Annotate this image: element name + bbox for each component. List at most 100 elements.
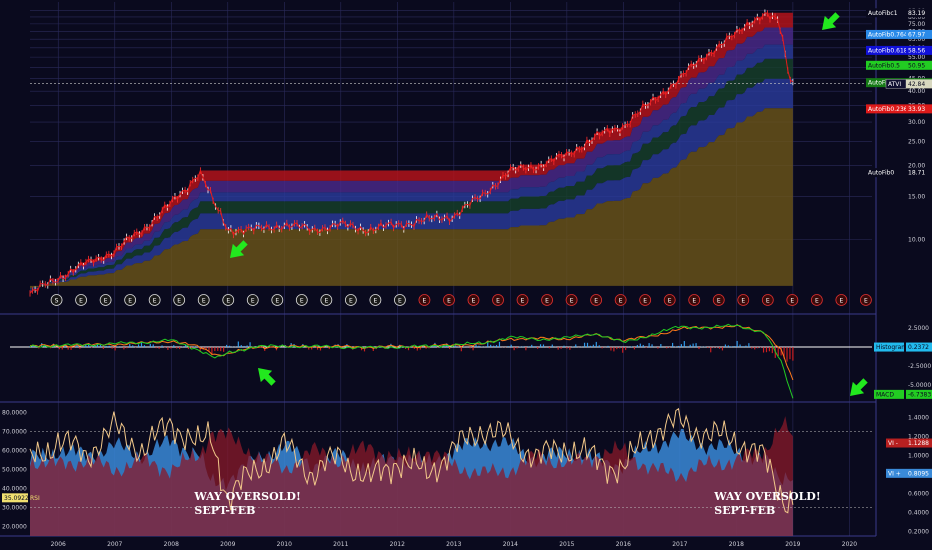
macd-line (29, 323, 794, 399)
rsi-tick-label: 70.0000 (2, 429, 27, 436)
event-marker (614, 294, 627, 306)
event-marker (124, 294, 137, 306)
vi-tick-label: 1.2000 (908, 433, 929, 440)
event-marker-label: S (55, 297, 59, 304)
vi-label: VI + (888, 470, 901, 477)
vi-tick-label: 0.4000 (908, 509, 929, 516)
fib-value-box (906, 29, 932, 39)
rsi-tick-label: 30.0000 (2, 505, 27, 512)
event-marker-label: E (373, 297, 377, 304)
event-marker (565, 294, 578, 306)
green-arrow (230, 240, 248, 258)
event-marker-label: E (251, 297, 255, 304)
macd-label-box (874, 389, 904, 399)
fib-label-box (866, 104, 906, 114)
fib-label: AutoFib0.236 (868, 106, 908, 113)
event-marker-label: E (619, 297, 623, 304)
fib-value-box (906, 168, 932, 178)
event-marker-label: E (202, 297, 206, 304)
fib-value: 83.19 (908, 10, 925, 17)
event-marker-label: E (717, 297, 721, 304)
event-marker-label: E (423, 297, 427, 304)
rsi-tick-label: 80.0000 (2, 410, 27, 417)
vi-tick-label: 1.0000 (908, 452, 929, 459)
fib-value-box (906, 8, 932, 18)
event-marker-label: E (300, 297, 304, 304)
event-marker (295, 294, 308, 306)
event-marker-label: E (472, 297, 476, 304)
rsi-tick-label: 20.0000 (2, 524, 27, 531)
price-tick-label: 15.00 (908, 193, 925, 200)
fib-label: AutoFib0 (868, 170, 894, 177)
event-marker (467, 294, 480, 306)
fib-label-box (866, 60, 906, 70)
vi-value: 1.1288 (908, 440, 929, 447)
event-marker-label: E (766, 297, 770, 304)
event-marker (173, 294, 186, 306)
time-tick-label: 2019 (785, 541, 800, 548)
event-marker (320, 294, 333, 306)
time-tick-label: 2006 (51, 541, 66, 548)
price-tick-label: 30.00 (908, 119, 925, 126)
vi-label-box (886, 438, 906, 448)
price-tick-label: 75.00 (908, 21, 925, 28)
time-tick-label: 2007 (107, 541, 122, 548)
event-marker (541, 294, 553, 306)
fib-label-box (866, 45, 906, 55)
event-marker (516, 294, 529, 306)
fib-value: 67.97 (908, 31, 925, 38)
green-arrow (822, 12, 840, 31)
vi-tick-label: 0.6000 (908, 490, 929, 497)
time-tick-label: 2010 (277, 541, 292, 548)
rsi-line (29, 407, 794, 514)
vi-tick-label: 0.2000 (908, 528, 929, 535)
fib-value: 33.93 (908, 106, 925, 113)
fib-value: 58.56 (908, 47, 925, 54)
fib-label: AutoFibc1 (868, 10, 898, 17)
green-arrow (258, 368, 276, 386)
price-line (29, 12, 794, 294)
rsi-tick-label: 40.0000 (2, 486, 27, 493)
fib-label-box (866, 8, 906, 18)
event-marker-label: E (545, 297, 549, 304)
event-marker-label: E (324, 297, 328, 304)
event-marker (590, 294, 603, 306)
event-marker-label: E (668, 297, 672, 304)
event-marker-label: E (521, 297, 525, 304)
annotation-text: WAY OVERSOLD! (193, 490, 300, 503)
event-marker (737, 294, 750, 306)
ticker-tag-label: ATVI (888, 81, 901, 88)
ticker-value: 42.84 (908, 81, 925, 88)
fib-value: 18.71 (908, 170, 925, 177)
event-marker (859, 294, 872, 306)
vi-value-box (906, 438, 932, 448)
time-tick-label: 2008 (164, 541, 179, 548)
vi-value: 0.8095 (908, 470, 929, 477)
event-marker (786, 294, 799, 306)
event-marker-label: E (839, 297, 843, 304)
green-arrow (850, 378, 868, 396)
fib-band (30, 108, 793, 289)
price-tick-label: 65.00 (908, 36, 925, 43)
annotation-text: SEPT-FEB (194, 504, 255, 517)
event-marker (663, 294, 676, 306)
time-tick-label: 2014 (503, 541, 518, 548)
event-marker (197, 294, 210, 306)
price-tick-label: 40.00 (908, 88, 925, 95)
event-marker (810, 294, 823, 306)
macd-value: -6.7383 (908, 391, 931, 398)
fib-value-box (906, 104, 932, 114)
event-marker (492, 294, 504, 306)
event-marker (344, 294, 357, 306)
vi-label: VI - (888, 440, 898, 447)
price-tick-label: 10.00 (908, 237, 925, 244)
time-tick-label: 2016 (616, 541, 631, 548)
annotation-arrows (230, 12, 868, 396)
event-marker-label: E (275, 297, 279, 304)
vi-minus-area (30, 416, 793, 536)
event-marker (394, 294, 406, 306)
vi-label-box (886, 468, 906, 478)
fib-band (30, 78, 793, 290)
rsi-value: 35.0922 (4, 495, 29, 502)
